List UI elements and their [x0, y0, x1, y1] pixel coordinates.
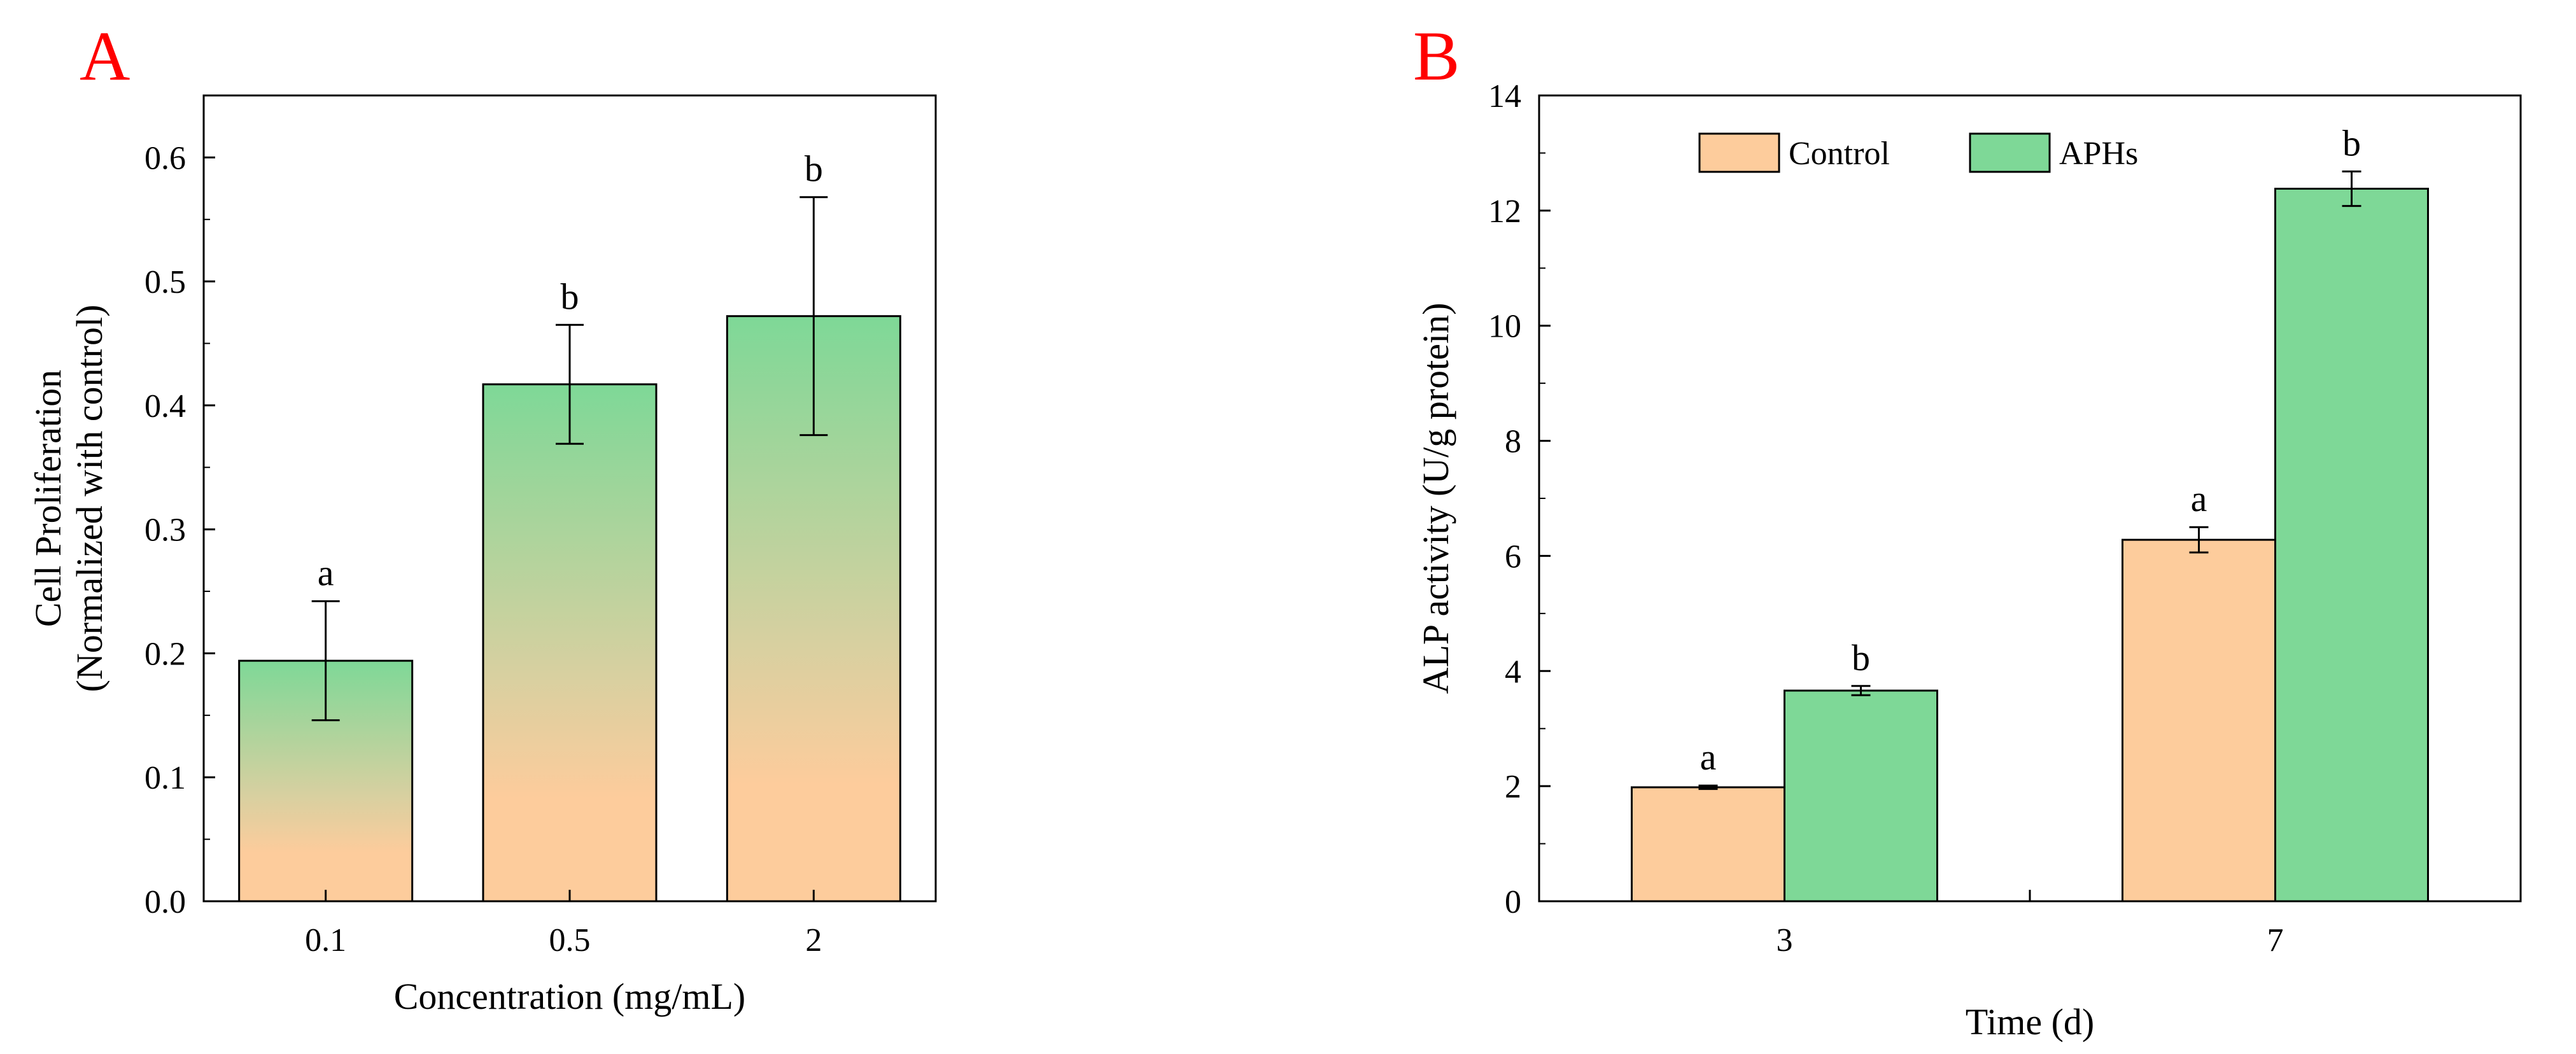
- significance-label: b: [805, 148, 823, 190]
- y-tick-label: 2: [1505, 769, 1521, 805]
- significance-label: b: [1852, 637, 1870, 678]
- x-tick-label: 2: [805, 922, 822, 959]
- y-tick-label: 0.5: [144, 264, 186, 300]
- bar-control: [2122, 538, 2276, 903]
- x-tick-label: 3: [1777, 922, 1793, 959]
- x-tick-label: 0.1: [305, 922, 346, 959]
- y-tick-label: 0.1: [144, 760, 186, 796]
- y-tick-label: 4: [1505, 654, 1521, 690]
- y-tick-label: 0.3: [144, 512, 186, 549]
- panel-letter-a: A: [80, 17, 130, 95]
- legend-swatch-control: [1698, 132, 1780, 173]
- bar-aphs: [1784, 689, 1938, 903]
- x-tick-label: 0.5: [549, 922, 591, 959]
- x-axis-title: Time (d): [1966, 1001, 2095, 1043]
- panel-letter-b: B: [1413, 17, 1460, 95]
- y-tick-label: 0: [1505, 884, 1521, 920]
- y-tick-label: 14: [1488, 78, 1521, 115]
- legend-swatch-aphs: [1969, 132, 2051, 173]
- y-axis-title-line2: (Normalized with control): [69, 305, 110, 692]
- x-axis-title: Concentration (mg/mL): [394, 976, 745, 1017]
- significance-label: a: [2191, 478, 2207, 519]
- y-tick-label: 0.0: [144, 884, 186, 920]
- legend-label-aphs: APHs: [2059, 136, 2138, 172]
- significance-label: b: [2342, 122, 2361, 164]
- bar-control: [1631, 786, 1785, 903]
- legend-label-control: Control: [1789, 136, 1890, 172]
- panel-b: B 0 2 4 6 8 10 12 14 a b 3 a b 7 Control APHs Time (d) ALP…: [1413, 17, 2522, 1043]
- y-tick-label: 0.4: [144, 388, 186, 425]
- significance-label: a: [1700, 736, 1717, 778]
- significance-label: a: [318, 552, 334, 594]
- y-axis-title: ALP activity (U/g protein): [1415, 303, 1456, 694]
- y-tick-label: 12: [1488, 193, 1521, 230]
- x-tick-label: 7: [2267, 922, 2284, 959]
- significance-label: b: [561, 276, 579, 317]
- y-tick-label: 10: [1488, 309, 1521, 345]
- bar: [482, 383, 658, 903]
- y-tick-label: 0.2: [144, 636, 186, 672]
- bar-aphs: [2274, 187, 2429, 903]
- y-tick-label: 8: [1505, 424, 1521, 460]
- y-axis-title-line1: Cell Proliferation: [27, 370, 69, 627]
- panel-a: A 0.0 0.1 0.2 0.3 0.4 0.5 0.6 a 0.1 b 0.5 b 2 Concentr…: [27, 17, 937, 1017]
- y-tick-label: 0.6: [144, 140, 186, 176]
- y-tick-label: 6: [1505, 538, 1521, 575]
